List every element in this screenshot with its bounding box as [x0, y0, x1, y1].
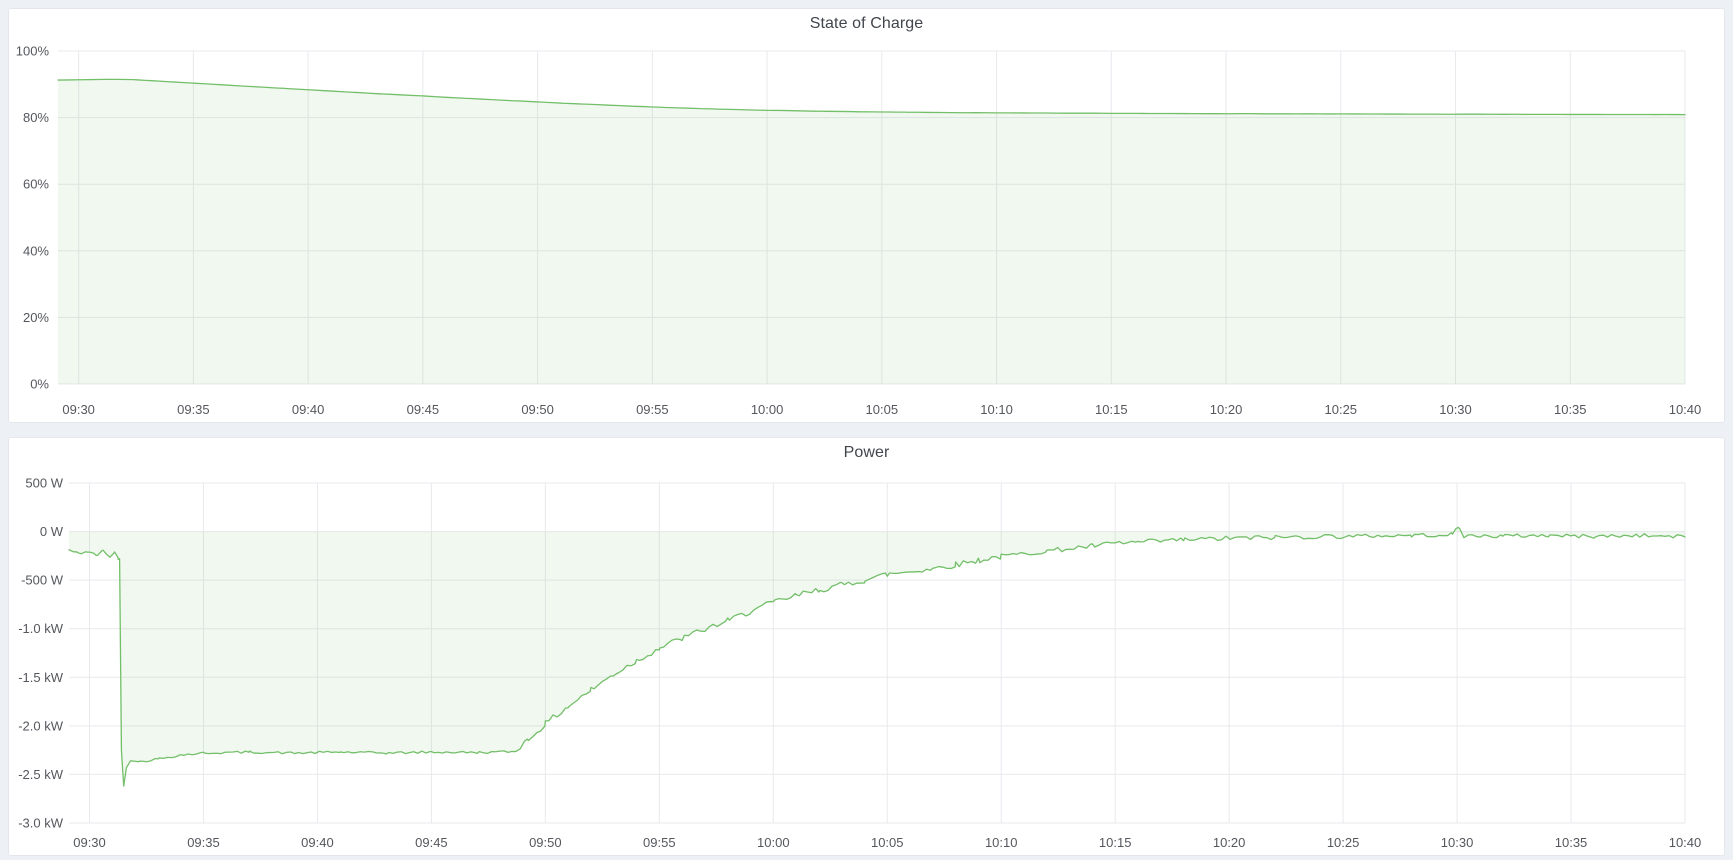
x-axis-labels: 09:30 09:35 09:40 09:45 09:50 09:55 10:00 10:05…: [62, 402, 1701, 417]
x-tick-label: 10:00: [751, 402, 784, 417]
x-tick-label: 10:30: [1439, 402, 1472, 417]
series-line: [68, 526, 1686, 787]
x-tick-label: 10:30: [1441, 835, 1474, 850]
x-tick-label: 10:15: [1099, 835, 1132, 850]
y-axis-labels: 100% 80% 60% 40% 20% 0%: [16, 44, 50, 392]
y-tick-label: 0%: [30, 377, 49, 392]
series-area: [58, 79, 1685, 384]
x-tick-label: 09:45: [407, 402, 440, 417]
series-area: [69, 527, 1685, 787]
x-tick-label: 09:30: [62, 402, 95, 417]
y-tick-label: -1.0 kW: [18, 621, 64, 636]
x-tick-label: 10:10: [980, 402, 1013, 417]
x-tick-label: 10:20: [1213, 835, 1246, 850]
x-tick-label: 09:40: [292, 402, 325, 417]
gridlines: [69, 482, 1686, 824]
x-tick-label: 10:25: [1325, 402, 1358, 417]
x-tick-label: 10:05: [871, 835, 904, 850]
y-tick-label: 500 W: [25, 476, 63, 491]
y-tick-label: 40%: [23, 243, 49, 258]
x-tick-label: 10:35: [1555, 835, 1588, 850]
x-tick-label: 10:15: [1095, 402, 1128, 417]
x-tick-label: 10:05: [866, 402, 899, 417]
x-tick-label: 09:40: [301, 835, 334, 850]
panel-state-of-charge: State of Charge 100% 80% 60% 40% 20% 0% 09:30 0…: [8, 8, 1725, 423]
y-tick-label: -3.0 kW: [18, 816, 64, 831]
panel-title-power[interactable]: Power: [843, 444, 890, 461]
y-tick-label: 60%: [23, 177, 49, 192]
panel-power: Power 500 W 0 W -500 W -1.0 kW -1.5 kW -2.0 k…: [8, 437, 1725, 856]
x-tick-label: 09:50: [529, 835, 562, 850]
y-tick-label: -2.0 kW: [18, 718, 64, 733]
y-tick-label: 0 W: [40, 524, 64, 539]
x-tick-label: 09:55: [643, 835, 676, 850]
x-axis-labels: 09:30 09:35 09:40 09:45 09:50 09:55 10:00 10:05…: [73, 835, 1701, 850]
x-tick-label: 09:45: [415, 835, 448, 850]
y-axis-labels: 500 W 0 W -500 W -1.0 kW -1.5 kW -2.0 kW -2.5 …: [18, 476, 64, 831]
x-tick-label: 10:35: [1554, 402, 1587, 417]
x-tick-label: 10:20: [1210, 402, 1243, 417]
y-tick-label: -500 W: [21, 573, 64, 588]
x-tick-label: 10:00: [757, 835, 790, 850]
state-of-charge-chart[interactable]: 100%80%60%40%20%0%09:30 09:35 09:40 09:45 09…: [9, 9, 1724, 423]
y-tick-label: 20%: [23, 310, 49, 325]
x-tick-label: 09:35: [177, 402, 210, 417]
series-line: [57, 78, 1686, 116]
x-tick-label: 09:50: [521, 402, 554, 417]
x-tick-label: 10:10: [985, 835, 1018, 850]
y-tick-label: 100%: [16, 44, 50, 59]
y-tick-label: -1.5 kW: [18, 670, 64, 685]
panel-title-state-of-charge[interactable]: State of Charge: [809, 15, 924, 32]
x-tick-label: 09:35: [187, 835, 220, 850]
y-tick-label: 80%: [23, 110, 49, 125]
x-tick-label: 10:40: [1669, 835, 1702, 850]
power-chart[interactable]: 500 W 0 W -500 W -1.0 kW -1.5 kW -2.0 kW -2.5 …: [9, 438, 1724, 856]
x-tick-label: 10:40: [1669, 402, 1702, 417]
x-tick-label: 09:55: [636, 402, 669, 417]
x-tick-label: 09:30: [73, 835, 106, 850]
x-tick-label: 10:25: [1327, 835, 1360, 850]
y-tick-label: -2.5 kW: [18, 767, 64, 782]
